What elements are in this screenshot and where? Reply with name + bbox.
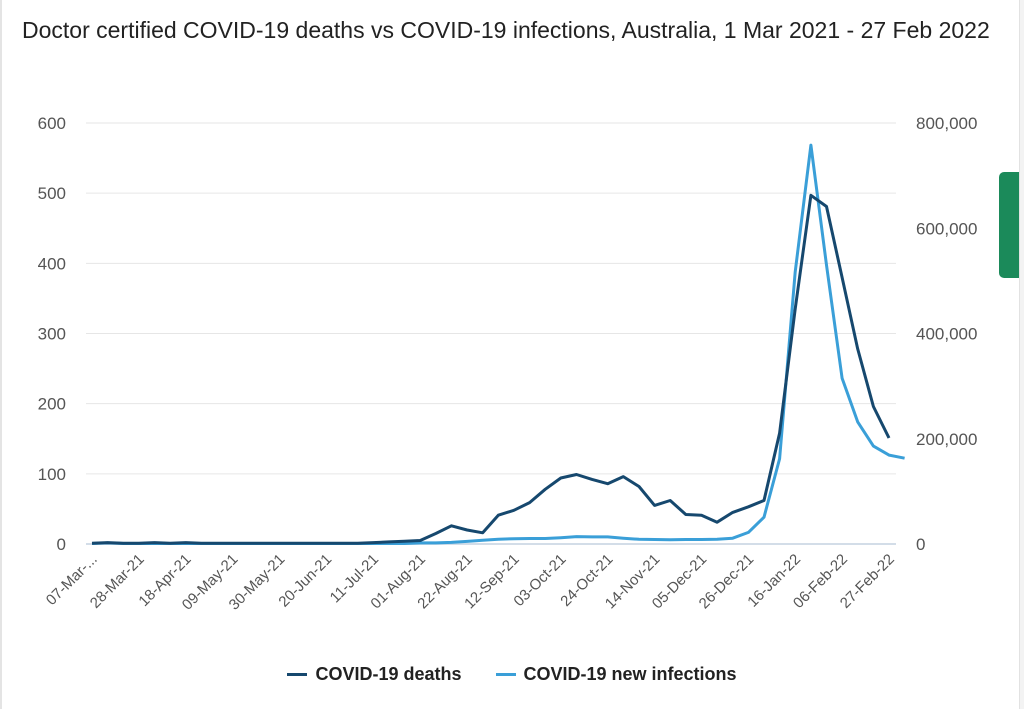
scrollbar[interactable] (1019, 0, 1024, 709)
series-line-deaths (91, 193, 891, 545)
chart-title: Doctor certified COVID-19 deaths vs COVI… (22, 17, 990, 43)
legend-label-deaths: COVID-19 deaths (315, 664, 462, 684)
y-right-tick-label: 800,000 (916, 114, 977, 133)
legend-swatch-infections (495, 673, 516, 676)
y-left-tick-label: 400 (38, 254, 66, 273)
y-right-tick-label: 600,000 (916, 219, 977, 238)
gridlines (86, 122, 896, 545)
legend-swatch-deaths (287, 673, 308, 676)
x-axis: 07-Mar-...28-Mar-2118-Apr-2109-May-2130-… (43, 551, 898, 614)
y-right-tick-label: 200,000 (916, 430, 977, 449)
y-left-tick-label: 200 (38, 395, 66, 414)
series-line-infections (91, 143, 905, 545)
y-axis-right: 0 200,000 400,000 600,000 800,000 (916, 114, 977, 554)
left-border (0, 0, 2, 709)
y-left-tick-label: 600 (38, 114, 66, 133)
y-left-tick-label: 500 (38, 184, 66, 203)
y-right-tick-label: 400,000 (916, 325, 977, 344)
y-left-tick-label: 300 (38, 325, 66, 344)
legend-item-deaths[interactable]: COVID-19 deaths (287, 664, 462, 685)
y-left-tick-label: 0 (57, 535, 66, 554)
legend-label-infections: COVID-19 new infections (523, 664, 737, 684)
legend-item-infections[interactable]: COVID-19 new infections (495, 664, 737, 685)
y-right-tick-label: 0 (916, 535, 925, 554)
y-left-tick-label: 100 (38, 465, 66, 484)
y-axis-left: 0 100 200 300 400 500 600 (38, 114, 66, 554)
legend: COVID-19 deaths COVID-19 new infections (0, 664, 1024, 685)
series-lines (91, 143, 905, 545)
